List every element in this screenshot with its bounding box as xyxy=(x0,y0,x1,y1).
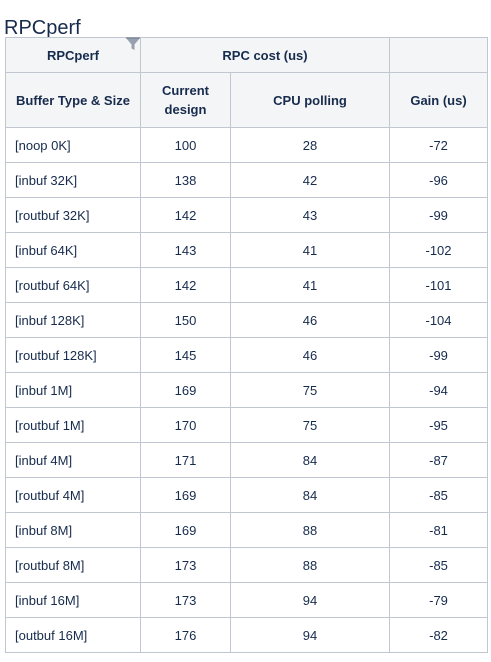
cell-gain: -99 xyxy=(389,197,489,233)
table-body: [noop 0K] 100 28 -72 [inbuf 32K] 138 42 … xyxy=(5,127,489,653)
cell-cpu-polling: 84 xyxy=(229,477,391,513)
page-title: RPCperf xyxy=(4,17,81,40)
cell-cpu-polling: 43 xyxy=(229,197,391,233)
cell-buffer-type: [routbuf 64K] xyxy=(5,267,141,303)
table-row: [inbuf 64K] 143 41 -102 xyxy=(5,232,489,268)
cell-buffer-type: [inbuf 128K] xyxy=(5,302,141,338)
table-row: [inbuf 1M] 169 75 -94 xyxy=(5,372,489,408)
cell-buffer-type: [routbuf 8M] xyxy=(5,547,141,583)
cell-buffer-type: [inbuf 64K] xyxy=(5,232,141,268)
cell-current-design: 169 xyxy=(140,512,231,548)
group-header-rpc-cost[interactable]: RPC cost (us) xyxy=(139,37,391,73)
cell-gain: -101 xyxy=(389,267,489,303)
table-row: [routbuf 1M] 170 75 -95 xyxy=(5,407,489,443)
cell-current-design: 176 xyxy=(140,617,231,653)
cell-buffer-type: [routbuf 4M] xyxy=(5,477,141,513)
cell-buffer-type: [inbuf 8M] xyxy=(5,512,141,548)
column-header-buffer-type[interactable]: Buffer Type & Size xyxy=(5,72,141,128)
rpc-perf-table: RPCperf RPC cost (us) Buffer Type & Size… xyxy=(5,36,489,653)
cell-gain: -87 xyxy=(389,442,489,478)
cell-cpu-polling: 41 xyxy=(229,267,391,303)
cell-gain: -79 xyxy=(389,582,489,618)
cell-buffer-type: [routbuf 32K] xyxy=(5,197,141,233)
cell-cpu-polling: 84 xyxy=(229,442,391,478)
cell-current-design: 171 xyxy=(140,442,231,478)
cell-current-design: 142 xyxy=(140,267,231,303)
cell-current-design: 142 xyxy=(140,197,231,233)
table-header: RPCperf RPC cost (us) Buffer Type & Size… xyxy=(5,36,489,128)
cell-current-design: 143 xyxy=(140,232,231,268)
cell-gain: -85 xyxy=(389,477,489,513)
cell-buffer-type: [inbuf 16M] xyxy=(5,582,141,618)
cell-cpu-polling: 42 xyxy=(229,162,391,198)
table-row: [inbuf 16M] 173 94 -79 xyxy=(5,582,489,618)
table-row: [inbuf 32K] 138 42 -96 xyxy=(5,162,489,198)
column-header-row: Buffer Type & Size Current design CPU po… xyxy=(5,72,489,128)
cell-gain: -72 xyxy=(389,127,489,163)
group-header-rpcperf-label: RPCperf xyxy=(46,47,99,63)
cell-cpu-polling: 46 xyxy=(229,302,391,338)
table-row: [routbuf 64K] 142 41 -101 xyxy=(5,267,489,303)
table-row: [routbuf 4M] 169 84 -85 xyxy=(5,477,489,513)
cell-cpu-polling: 94 xyxy=(229,582,391,618)
group-header-rpcperf[interactable]: RPCperf xyxy=(5,36,141,73)
cell-buffer-type: [inbuf 4M] xyxy=(5,442,141,478)
cell-cpu-polling: 75 xyxy=(229,372,391,408)
cell-current-design: 100 xyxy=(140,127,231,163)
cell-buffer-type: [inbuf 1M] xyxy=(5,372,141,408)
table-row: [routbuf 8M] 173 88 -85 xyxy=(5,547,489,583)
filter-icon[interactable] xyxy=(125,36,141,52)
table-row: [inbuf 4M] 171 84 -87 xyxy=(5,442,489,478)
group-header-row: RPCperf RPC cost (us) xyxy=(5,36,489,73)
cell-gain: -95 xyxy=(389,407,489,443)
cell-gain: -104 xyxy=(389,302,489,338)
cell-gain: -99 xyxy=(389,337,489,373)
cell-buffer-type: [noop 0K] xyxy=(5,127,141,163)
cell-current-design: 169 xyxy=(140,477,231,513)
cell-current-design: 173 xyxy=(140,582,231,618)
table-row: [inbuf 128K] 150 46 -104 xyxy=(5,302,489,338)
column-header-gain[interactable]: Gain (us) xyxy=(389,72,489,128)
cell-gain: -96 xyxy=(389,162,489,198)
cell-cpu-polling: 46 xyxy=(229,337,391,373)
cell-cpu-polling: 28 xyxy=(229,127,391,163)
table-row: [inbuf 8M] 169 88 -81 xyxy=(5,512,489,548)
table-row: [routbuf 128K] 145 46 -99 xyxy=(5,337,489,373)
cell-cpu-polling: 88 xyxy=(229,547,391,583)
cell-current-design: 169 xyxy=(140,372,231,408)
cell-cpu-polling: 41 xyxy=(229,232,391,268)
cell-current-design: 138 xyxy=(140,162,231,198)
cell-cpu-polling: 75 xyxy=(229,407,391,443)
cell-gain: -102 xyxy=(389,232,489,268)
column-header-cpu-polling[interactable]: CPU polling xyxy=(229,72,391,128)
cell-gain: -81 xyxy=(389,512,489,548)
table-row: [routbuf 32K] 142 43 -99 xyxy=(5,197,489,233)
table-row: [outbuf 16M] 176 94 -82 xyxy=(5,617,489,653)
cell-gain: -85 xyxy=(389,547,489,583)
column-header-current-design[interactable]: Current design xyxy=(140,72,231,128)
cell-current-design: 150 xyxy=(140,302,231,338)
cell-current-design: 173 xyxy=(140,547,231,583)
cell-gain: -82 xyxy=(389,617,489,653)
cell-buffer-type: [outbuf 16M] xyxy=(5,617,141,653)
cell-buffer-type: [routbuf 1M] xyxy=(5,407,141,443)
cell-gain: -94 xyxy=(389,372,489,408)
cell-cpu-polling: 88 xyxy=(229,512,391,548)
cell-buffer-type: [routbuf 128K] xyxy=(5,337,141,373)
table-row: [noop 0K] 100 28 -72 xyxy=(5,127,489,163)
cell-buffer-type: [inbuf 32K] xyxy=(5,162,141,198)
cell-cpu-polling: 94 xyxy=(229,617,391,653)
group-header-empty[interactable] xyxy=(389,37,489,73)
cell-current-design: 145 xyxy=(140,337,231,373)
cell-current-design: 170 xyxy=(140,407,231,443)
